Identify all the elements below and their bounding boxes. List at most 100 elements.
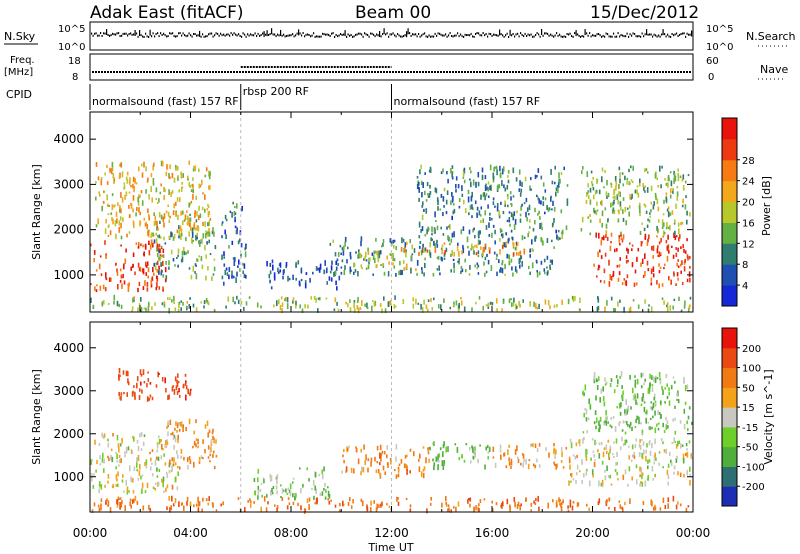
power-cell	[491, 302, 494, 306]
power-cell	[647, 171, 649, 174]
power-cell	[194, 212, 196, 219]
power-cell	[335, 266, 338, 271]
velocity-cell	[639, 439, 641, 443]
nsky-sample	[187, 34, 189, 37]
power-cell	[116, 300, 119, 307]
power-cell	[427, 308, 429, 312]
power-cell	[100, 177, 103, 180]
power-cell	[642, 274, 645, 278]
velocity-cell	[161, 377, 164, 382]
velocity-cell	[386, 503, 388, 506]
velocity-cell	[343, 459, 345, 464]
velocity-cell	[456, 447, 459, 453]
power-cell	[297, 260, 300, 265]
power-cell	[683, 304, 686, 309]
power-cell	[561, 229, 564, 235]
velocity-cell	[212, 453, 214, 458]
velocity-cell	[598, 442, 601, 445]
velocity-cell	[641, 452, 643, 458]
power-cell	[462, 247, 465, 254]
power-cell	[653, 201, 655, 206]
power-cell	[435, 242, 438, 245]
power-cell	[513, 297, 515, 303]
velocity-cell	[673, 465, 676, 470]
time-tick-label: 16:00	[475, 526, 510, 540]
nsky-sample	[386, 32, 388, 35]
velocity-cell	[210, 439, 213, 445]
velocity-cell	[319, 492, 322, 497]
power-cell	[451, 250, 453, 256]
velocity-cell	[355, 448, 358, 453]
power-cell	[627, 259, 629, 263]
velocity-cell	[347, 447, 349, 452]
velocity-cell	[142, 441, 145, 447]
power-cell	[504, 243, 506, 248]
power-cell	[682, 184, 685, 191]
power-cell	[365, 251, 367, 258]
power-cell	[159, 255, 161, 262]
velocity-cell	[651, 384, 654, 387]
power-cell	[589, 214, 591, 217]
power-cell	[340, 252, 342, 256]
power-cell	[554, 181, 556, 185]
power-cell	[515, 245, 518, 251]
nsky-sample	[650, 33, 652, 36]
nsky-sample	[293, 35, 295, 38]
power-cell	[671, 245, 673, 248]
power-cell	[228, 274, 230, 280]
velocity-cell	[362, 467, 365, 473]
power-cell	[375, 238, 377, 242]
power-cell	[607, 192, 610, 198]
power-cell	[470, 248, 472, 251]
power-cell	[553, 246, 555, 249]
power-cell	[451, 192, 453, 197]
nsky-sample	[547, 32, 549, 35]
power-cell	[106, 194, 108, 201]
velocity-cell	[553, 461, 555, 465]
velocity-cell	[130, 476, 132, 483]
velocity-cell	[686, 451, 689, 458]
power-cell	[430, 237, 432, 242]
power-cell	[149, 244, 152, 250]
power-cell	[462, 170, 465, 177]
power-cell	[440, 171, 443, 174]
power-region	[593, 232, 691, 289]
power-colorbar-swatch	[722, 138, 737, 161]
power-cell	[681, 204, 684, 208]
power-cell	[614, 176, 617, 182]
nsky-sample	[122, 32, 124, 35]
power-cell	[164, 242, 167, 245]
power-cell	[329, 242, 332, 246]
power-cell	[613, 189, 615, 196]
velocity-cell	[91, 509, 94, 513]
power-cell	[469, 167, 471, 170]
power-cell	[195, 234, 197, 241]
power-cell	[523, 236, 526, 239]
power-cell	[207, 222, 209, 227]
power-cell	[400, 247, 403, 252]
power-cell	[158, 212, 161, 218]
power-cell	[672, 305, 674, 310]
power-cell	[589, 219, 592, 223]
power-cell	[138, 242, 140, 248]
power-cell	[164, 267, 167, 273]
velocity-cell	[443, 441, 445, 446]
power-cell	[668, 250, 670, 254]
power-cell	[404, 247, 406, 253]
nsky-sample	[286, 35, 288, 37]
power-cell	[342, 250, 345, 256]
power-cell	[379, 303, 382, 308]
velocity-cell	[672, 418, 674, 422]
power-cell	[449, 223, 451, 230]
velocity-cell	[174, 462, 177, 466]
velocity-cell	[604, 475, 607, 481]
velocity-cell	[486, 445, 489, 449]
velocity-cell	[154, 487, 156, 491]
power-cell	[675, 203, 677, 209]
power-colorbar-swatch	[722, 222, 737, 244]
power-cell	[119, 207, 121, 213]
power-cell	[165, 261, 167, 265]
velocity-cell	[118, 455, 121, 458]
velocity-cell	[339, 509, 341, 513]
velocity-cell	[659, 400, 662, 404]
